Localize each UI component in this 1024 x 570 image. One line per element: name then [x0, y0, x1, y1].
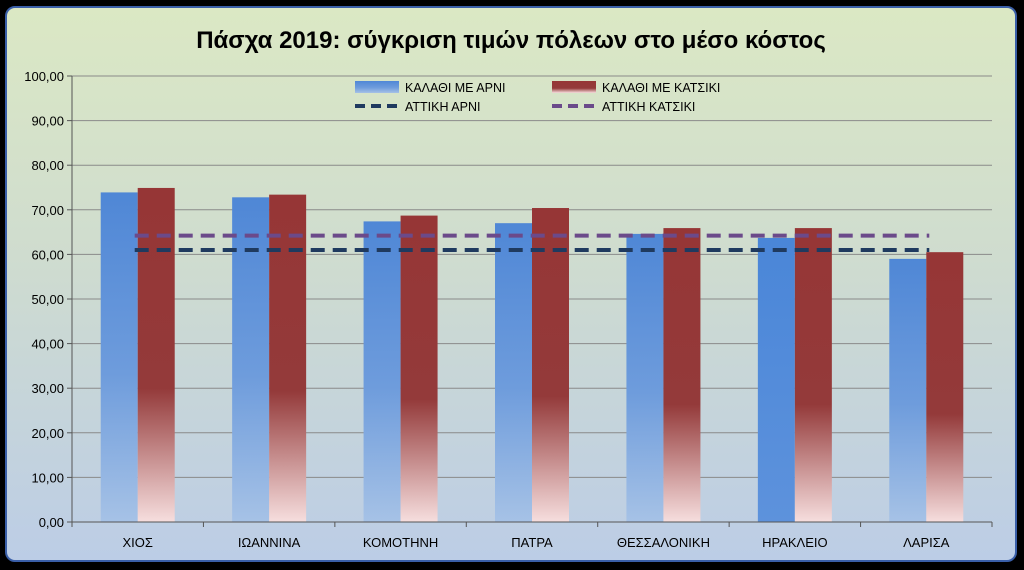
bar-lamb	[626, 233, 664, 522]
bar-goat	[794, 228, 832, 522]
bar-goat	[400, 215, 438, 522]
y-tick-label: 90,00	[31, 114, 64, 129]
bar-lamb	[232, 197, 270, 522]
legend: ΚΑΛΑΘΙ ΜΕ ΑΡΝΙ ΚΑΛΑΘΙ ΜΕ ΚΑΤΣΙΚΙ ΑΤΤΙΚΗ ΑΡ…	[355, 81, 720, 114]
bar-goat	[269, 194, 307, 523]
bar-lamb	[889, 258, 927, 522]
bars	[100, 187, 964, 523]
bar-lamb	[100, 192, 138, 522]
bar-lamb	[495, 223, 532, 522]
bar-goat	[926, 252, 964, 523]
y-tick-label: 10,00	[31, 470, 64, 485]
x-category-label: ΠΑΤΡΑ	[511, 535, 553, 550]
bar-goat	[137, 187, 175, 523]
y-tick-label: 100,00	[24, 69, 64, 84]
y-tick-label: 30,00	[31, 381, 64, 396]
bar-goat	[532, 208, 569, 523]
y-tick-label: 50,00	[31, 292, 64, 307]
chart-title: Πάσχα 2019: σύγκριση τιμών πόλεων στο μέ…	[196, 27, 826, 54]
bar-lamb	[757, 237, 795, 522]
x-category-label: ΛΑΡΙΣΑ	[903, 535, 950, 550]
y-tick-label: 40,00	[31, 337, 64, 352]
y-tick-label: 70,00	[31, 203, 64, 218]
chart-svg: Πάσχα 2019: σύγκριση τιμών πόλεων στο μέ…	[24, 27, 993, 550]
chart-frame: Πάσχα 2019: σύγκριση τιμών πόλεων στο μέ…	[5, 6, 1017, 562]
x-category-label: ΚΟΜΟΤΗΝΗ	[363, 535, 438, 550]
x-category-label: ΘΕΣΣΑΛΟΝΙΚΗ	[617, 535, 710, 550]
legend-swatch	[552, 81, 596, 93]
reference-lines	[134, 233, 930, 252]
y-tick-label: 60,00	[31, 247, 64, 262]
x-axis: ΧΙΟΣ ΙΩΑΝΝΙΝΑ ΚΟΜΟΤΗΝΗ ΠΑΤΡΑ ΘΕΣΣΑΛΟΝΙΚΗ ΗΡΑΚ…	[71, 521, 993, 550]
y-axis: 0,00 10,00 20,00 30,00 40,00 50,00 60,00 70,00 8…	[24, 69, 73, 530]
bar-lamb	[363, 221, 401, 522]
legend-swatch	[355, 81, 399, 93]
legend-label: ΑΤΤΙΚΗ ΑΡΝΙ	[405, 100, 480, 114]
bar-goat	[663, 228, 701, 522]
x-category-label: ΙΩΑΝΝΙΝΑ	[238, 535, 301, 550]
y-tick-label: 0,00	[39, 515, 64, 530]
x-category-label: ΧΙΟΣ	[122, 535, 152, 550]
x-category-label: ΗΡΑΚΛΕΙΟ	[762, 535, 828, 550]
y-tick-label: 20,00	[31, 426, 64, 441]
legend-label: ΚΑΛΑΘΙ ΜΕ ΑΡΝΙ	[405, 81, 505, 95]
legend-label: ΚΑΛΑΘΙ ΜΕ ΚΑΤΣΙΚΙ	[602, 81, 720, 95]
y-tick-label: 80,00	[31, 158, 64, 173]
legend-label: ΑΤΤΙΚΗ ΚΑΤΣΙΚΙ	[602, 100, 695, 114]
